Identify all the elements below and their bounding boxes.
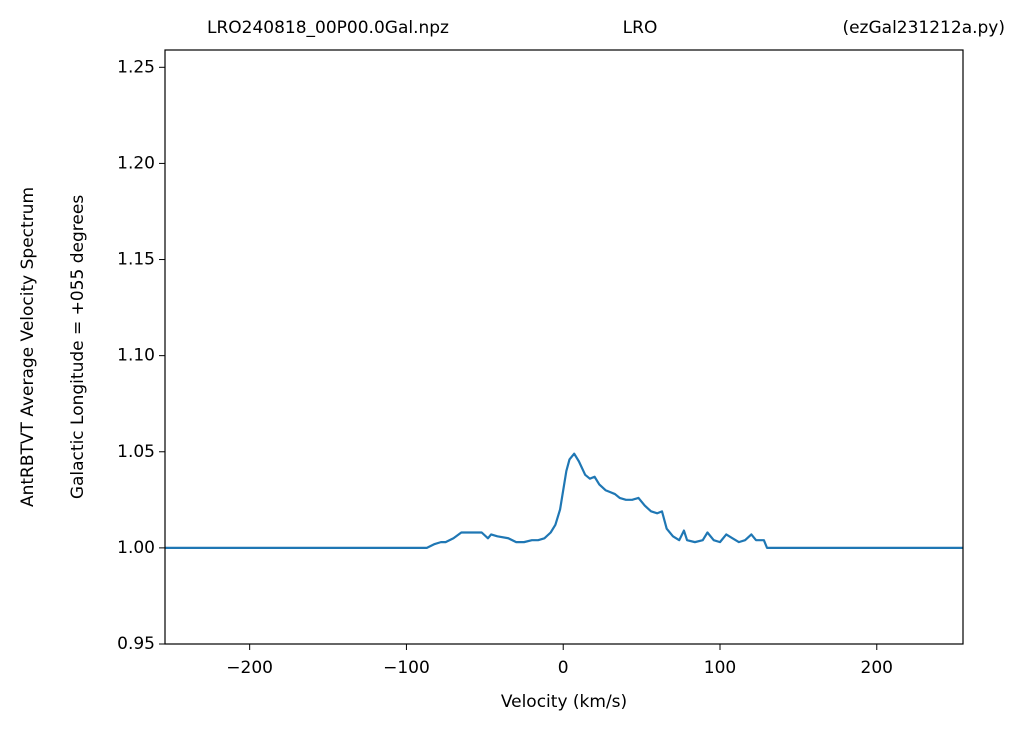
chart-title: (ezGal231212a.py) [842, 18, 1005, 38]
y-tick-label: 0.95 [117, 634, 155, 654]
y-tick-label: 1.10 [117, 346, 155, 366]
chart-title: LRO240818_00P00.0Gal.npz [207, 18, 449, 38]
chart-title: LRO [623, 18, 658, 38]
x-axis-label: Velocity (km/s) [501, 692, 627, 712]
y-tick-label: 1.20 [117, 153, 155, 173]
y-axis-label: Galactic Longitude = +055 degrees [68, 195, 88, 499]
y-tick-label: 1.15 [117, 250, 155, 270]
x-tick-label: 200 [861, 658, 893, 678]
x-tick-label: −100 [383, 658, 430, 678]
y-axis-label: AntRBTVT Average Velocity Spectrum [18, 187, 38, 507]
y-tick-label: 1.05 [117, 442, 155, 462]
data-line [165, 452, 963, 549]
y-tick-label: 1.25 [117, 57, 155, 77]
x-tick-label: 100 [704, 658, 736, 678]
x-tick-label: −200 [226, 658, 273, 678]
plot-frame [164, 49, 964, 645]
y-tick-label: 1.00 [117, 538, 155, 558]
x-tick-label: 0 [558, 658, 569, 678]
